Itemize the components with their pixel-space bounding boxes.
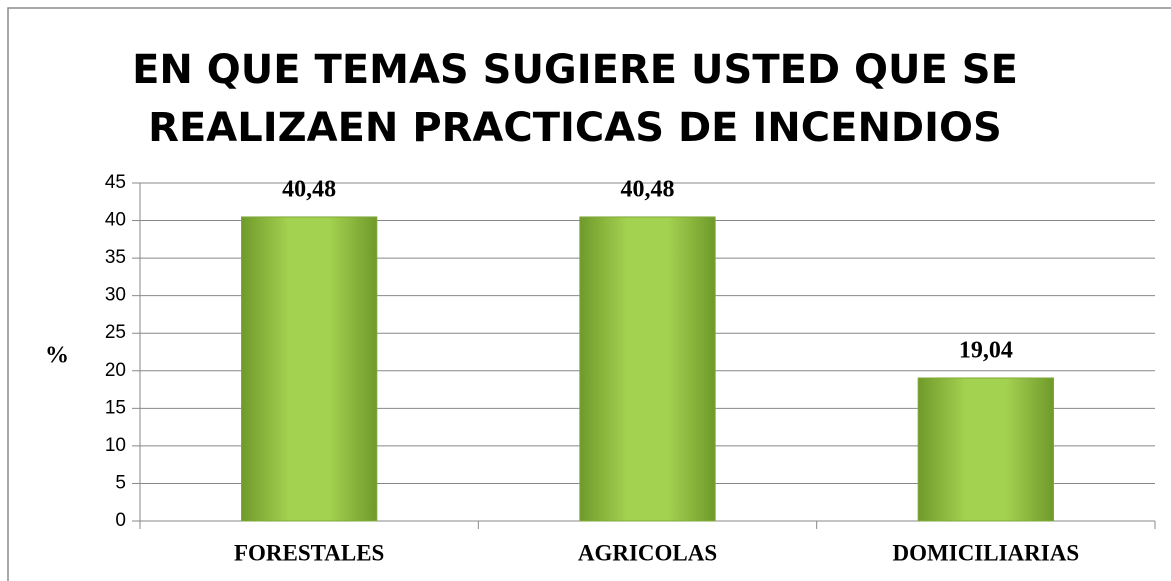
y-tick-label: 15 — [105, 397, 126, 418]
y-axis-label: % — [45, 343, 69, 369]
y-tick-label: 20 — [105, 360, 126, 381]
data-label: 19,04 — [959, 337, 1013, 363]
y-tick-label: 5 — [115, 472, 126, 493]
x-tick-label: DOMICILIARIAS — [893, 540, 1080, 565]
bar — [241, 216, 378, 522]
chart-title: REALIZAEN PRACTICAS DE INCENDIOS — [148, 105, 1002, 151]
chart-frame — [7, 7, 1171, 581]
y-tick-label: 10 — [105, 435, 126, 456]
x-tick-label: FORESTALES — [234, 540, 384, 565]
bar — [917, 377, 1055, 522]
y-tick-label: 45 — [105, 172, 126, 193]
y-tick-label: 0 — [115, 510, 126, 531]
x-tick-label: AGRICOLAS — [578, 540, 717, 565]
data-label: 40,48 — [282, 176, 336, 202]
data-label: 40,48 — [621, 176, 675, 202]
chart-title: EN QUE TEMAS SUGIERE USTED QUE SE — [132, 47, 1018, 93]
bar — [579, 216, 716, 522]
y-tick-label: 35 — [105, 247, 126, 268]
y-tick-label: 30 — [105, 285, 126, 306]
y-tick-label: 25 — [105, 322, 126, 343]
y-tick-label: 40 — [105, 210, 126, 231]
